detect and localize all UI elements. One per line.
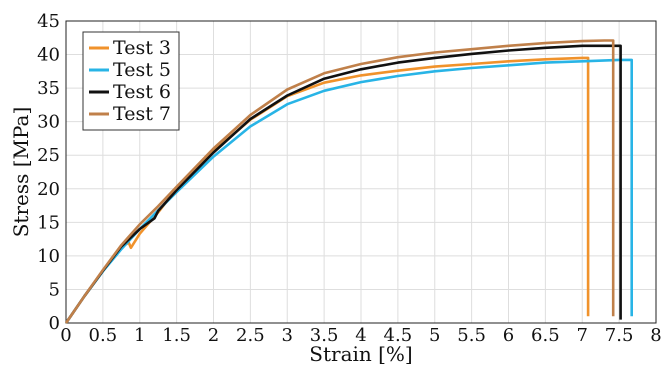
legend-label: Test 7 xyxy=(113,103,171,125)
legend-label: Test 5 xyxy=(113,59,171,81)
x-tick-label: 5 xyxy=(429,325,440,346)
legend-label: Test 6 xyxy=(113,81,171,103)
x-tick-label: 6.5 xyxy=(531,325,560,346)
y-tick-label: 35 xyxy=(37,78,60,99)
y-tick-label: 0 xyxy=(49,313,60,334)
y-tick-label: 15 xyxy=(37,212,60,233)
x-tick-label: 2 xyxy=(208,325,219,346)
x-tick-label: 0.5 xyxy=(89,325,118,346)
y-tick-label: 5 xyxy=(49,279,60,300)
x-tick-label: 1.5 xyxy=(162,325,191,346)
x-tick-label: 0 xyxy=(60,325,71,346)
y-tick-label: 20 xyxy=(37,179,60,200)
y-axis-title: Stress [MPa] xyxy=(9,107,33,238)
x-tick-label: 8 xyxy=(650,325,661,346)
x-tick-label: 4 xyxy=(355,325,366,346)
y-tick-label: 40 xyxy=(37,45,60,66)
x-tick-label: 6 xyxy=(503,325,514,346)
series-line-test-5 xyxy=(64,58,634,324)
x-tick-labels: 0 0.5 1 1.5 2 2.5 3 3.5 4 4.5 5 5.5 6 6.5 7 7.5 8 xyxy=(60,325,661,346)
x-tick-label: 5.5 xyxy=(457,325,486,346)
series-line-test-6 xyxy=(64,44,622,324)
x-tick-label: 3 xyxy=(282,325,293,346)
y-tick-label: 10 xyxy=(37,246,60,267)
x-tick-label: 3.5 xyxy=(310,325,339,346)
plot-frame xyxy=(65,20,657,324)
x-tick-label: 1 xyxy=(134,325,145,346)
y-tick-label: 30 xyxy=(37,112,60,133)
x-tick-label: 4.5 xyxy=(384,325,413,346)
series-line-test-7 xyxy=(64,39,615,324)
x-tick-label: 7 xyxy=(577,325,588,346)
series-lines xyxy=(64,39,634,324)
legend-label: Test 3 xyxy=(113,37,171,59)
y-tick-labels: 0 5 10 15 20 25 30 35 40 45 xyxy=(37,11,60,334)
x-axis-title: Strain [%] xyxy=(309,342,412,366)
y-tick-label: 45 xyxy=(37,11,60,32)
x-tick-label: 7.5 xyxy=(605,325,634,346)
y-tick-label: 25 xyxy=(37,145,60,166)
x-tick-label: 2.5 xyxy=(236,325,265,346)
